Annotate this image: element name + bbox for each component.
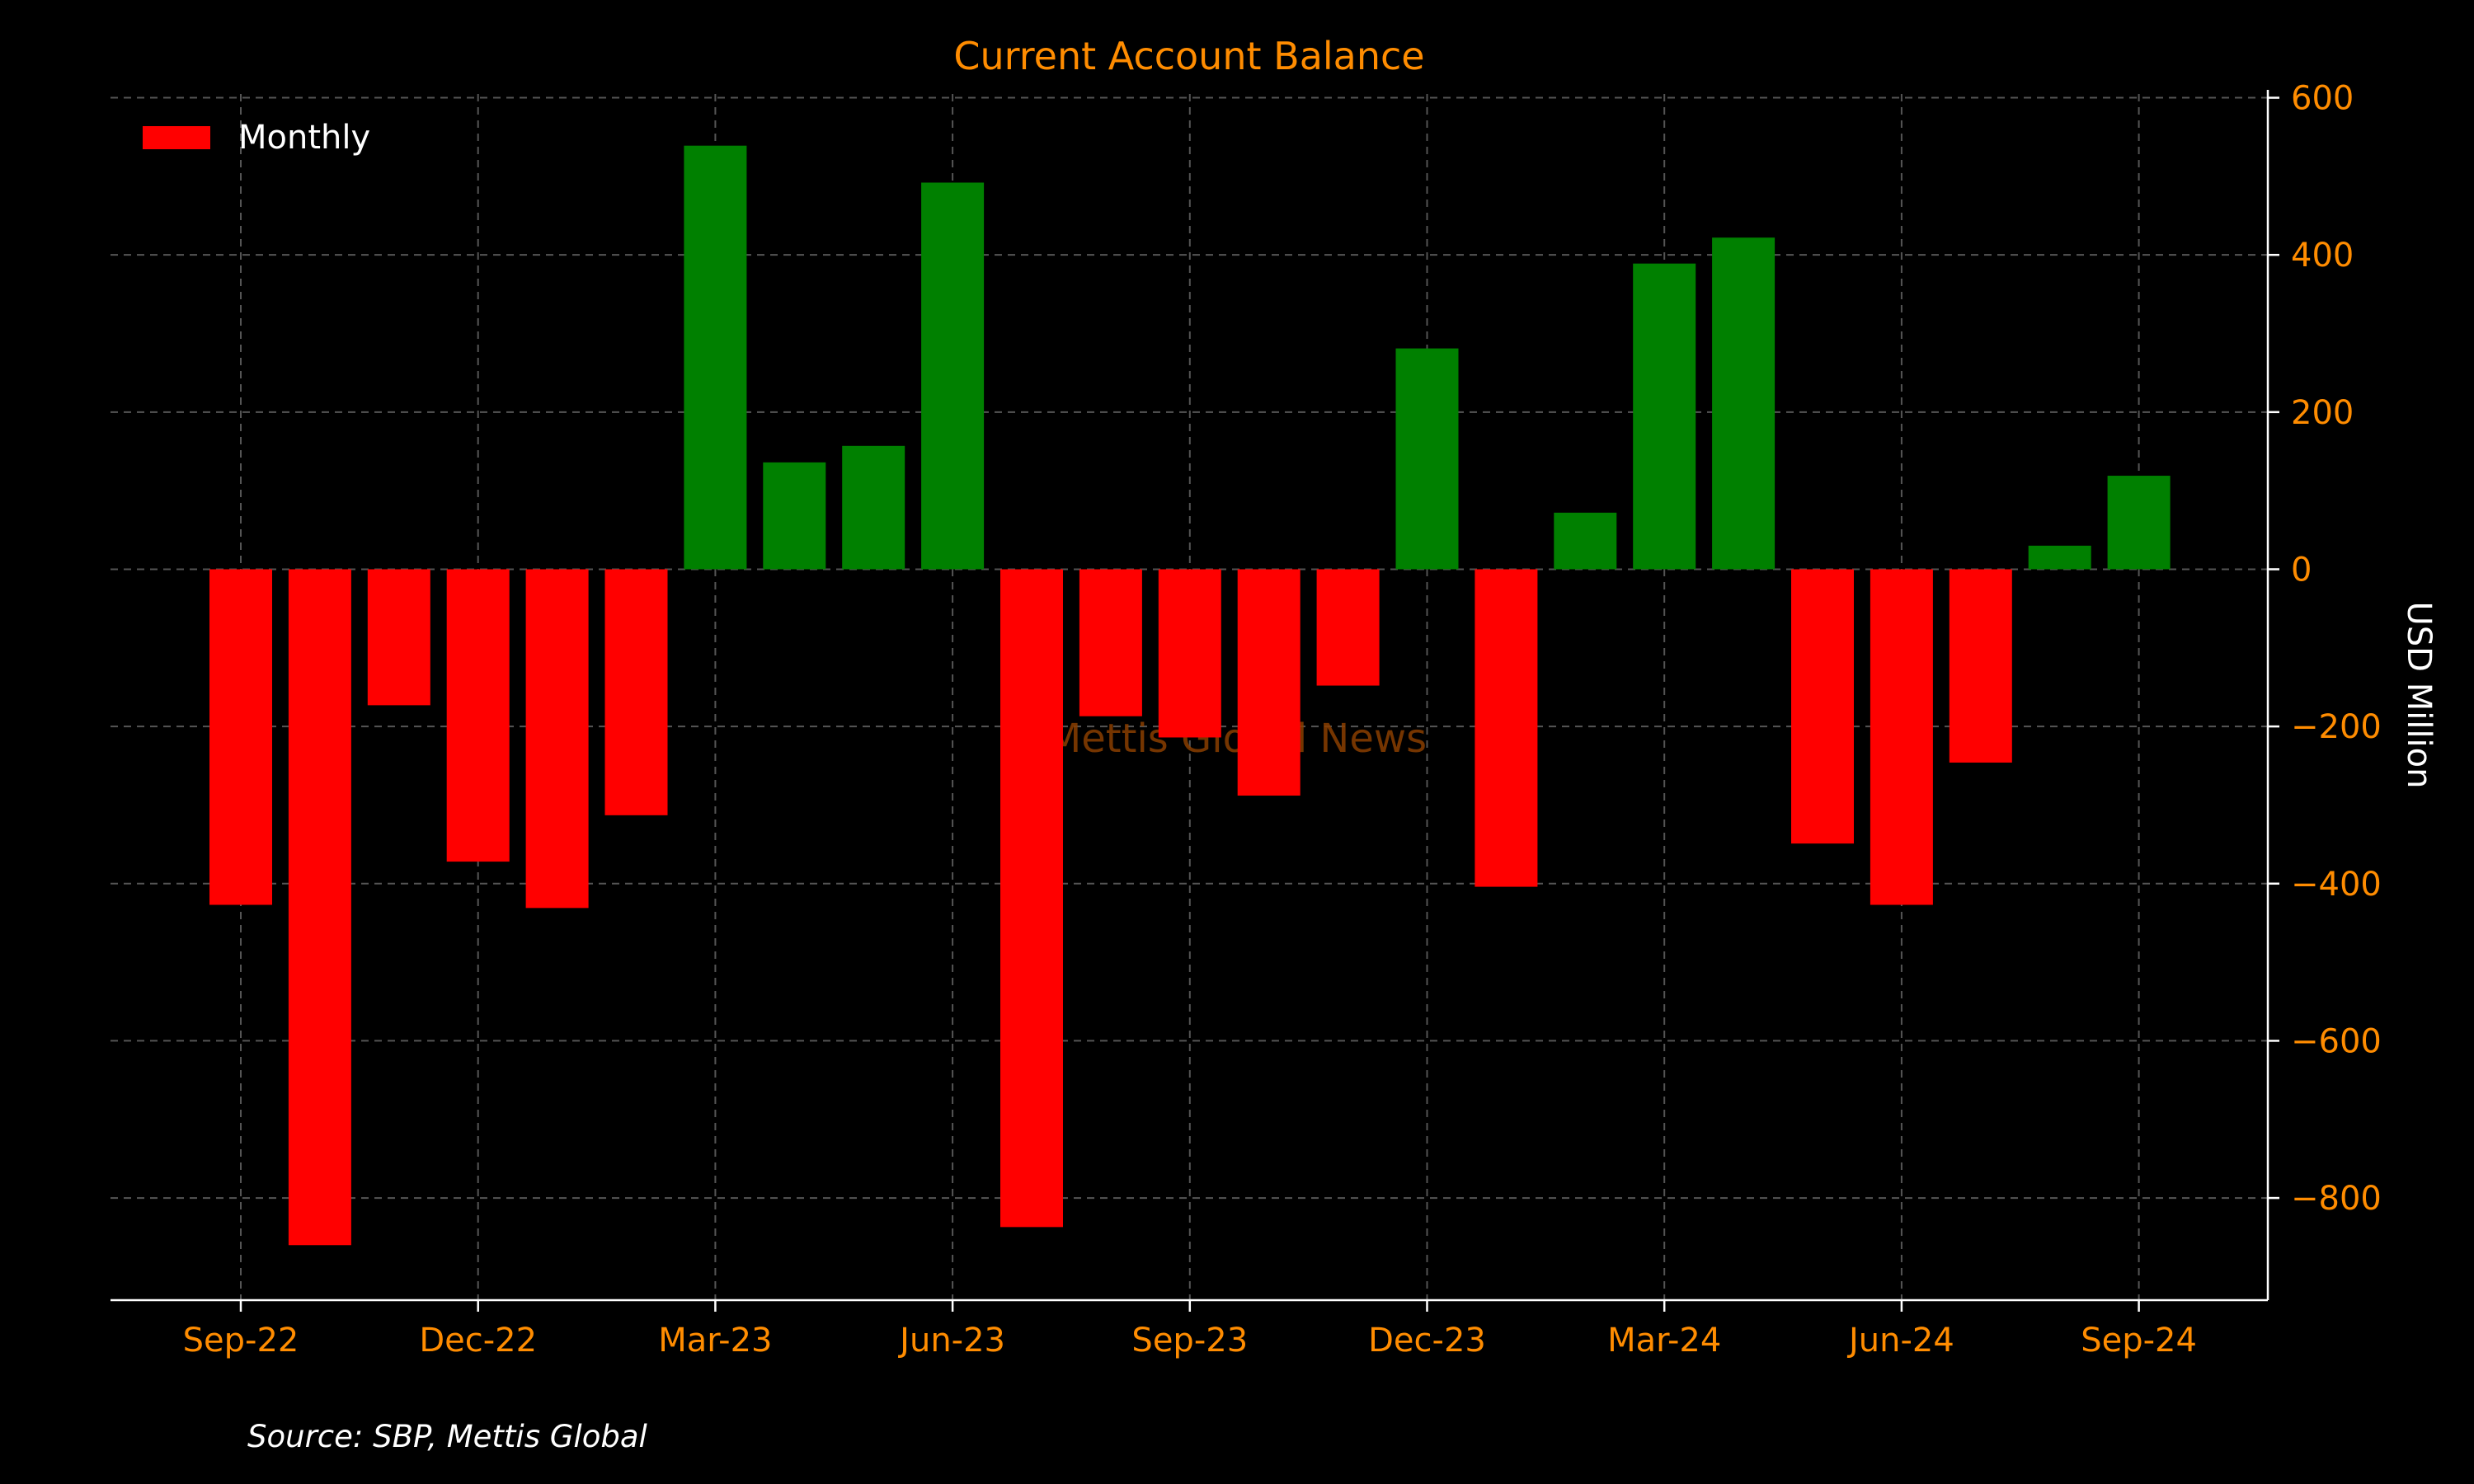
bar-May-24	[1791, 569, 1854, 844]
bar-Jun-23	[921, 182, 985, 570]
bar-Feb-24	[1554, 512, 1617, 570]
x-tick-label: Sep-22	[183, 1322, 299, 1360]
x-tick-label: Sep-23	[1131, 1322, 1248, 1360]
bar-Apr-23	[763, 462, 826, 570]
source-note: Source: SBP, Mettis Global	[247, 1419, 647, 1454]
legend: Monthly	[143, 119, 370, 157]
y-tick-label: −400	[2291, 866, 2382, 904]
bar-Aug-23	[1079, 569, 1142, 716]
x-tick-label: Sep-24	[2081, 1322, 2197, 1360]
y-tick-label: 400	[2291, 237, 2354, 275]
x-tick-label: Jun-24	[1846, 1322, 1954, 1360]
y-tick-label: 0	[2291, 551, 2312, 589]
bar-Dec-23	[1395, 348, 1459, 570]
bar-Jun-24	[1870, 569, 1933, 905]
y-tick-label: 600	[2291, 80, 2354, 118]
x-tick-label: Dec-23	[1368, 1322, 1486, 1360]
watermark-text: Mettis Global News	[1047, 716, 1427, 762]
bar-May-23	[842, 445, 905, 570]
x-tick-label: Mar-23	[658, 1322, 772, 1360]
bar-Jan-23	[525, 569, 589, 909]
x-axis-ticks: Sep-22 Dec-22 Mar-23 Jun-23 Sep-23 Dec-23 Mar-…	[183, 1300, 2197, 1360]
chart-title: Current Account Balance	[953, 34, 1424, 78]
y-tick-label: −800	[2291, 1180, 2382, 1218]
bar-Feb-23	[604, 569, 668, 815]
bar-Sep-23	[1158, 569, 1221, 738]
y-tick-label: −600	[2291, 1022, 2382, 1060]
legend-swatch	[143, 126, 210, 149]
bar-Oct-22	[288, 569, 351, 1246]
x-tick-label: Jun-23	[897, 1322, 1005, 1360]
bar-Jan-24	[1475, 569, 1538, 887]
bar-Oct-23	[1237, 569, 1300, 796]
x-tick-label: Dec-22	[419, 1322, 537, 1360]
bar-Mar-23	[684, 145, 747, 570]
y-axis-ticks: 600 400 200 0 −200 −400 −600 −800	[2268, 80, 2382, 1218]
y-axis-label: USD Million	[2400, 602, 2438, 789]
bar-Sep-24	[2107, 476, 2171, 570]
bar-Mar-24	[1633, 263, 1696, 570]
y-tick-label: 200	[2291, 394, 2354, 432]
legend-label: Monthly	[238, 119, 370, 157]
bar-Nov-22	[367, 569, 430, 706]
bar-Aug-24	[2028, 545, 2091, 570]
bar-Dec-22	[446, 569, 510, 862]
bar-Jul-24	[1949, 569, 2012, 763]
bar-Nov-23	[1316, 569, 1380, 686]
bar-Jul-23	[1000, 569, 1063, 1228]
bars	[209, 145, 2171, 1246]
x-tick-label: Mar-24	[1607, 1322, 1721, 1360]
y-tick-label: −200	[2291, 708, 2382, 746]
bar-Sep-22	[209, 569, 272, 905]
bar-Apr-24	[1712, 237, 1776, 570]
